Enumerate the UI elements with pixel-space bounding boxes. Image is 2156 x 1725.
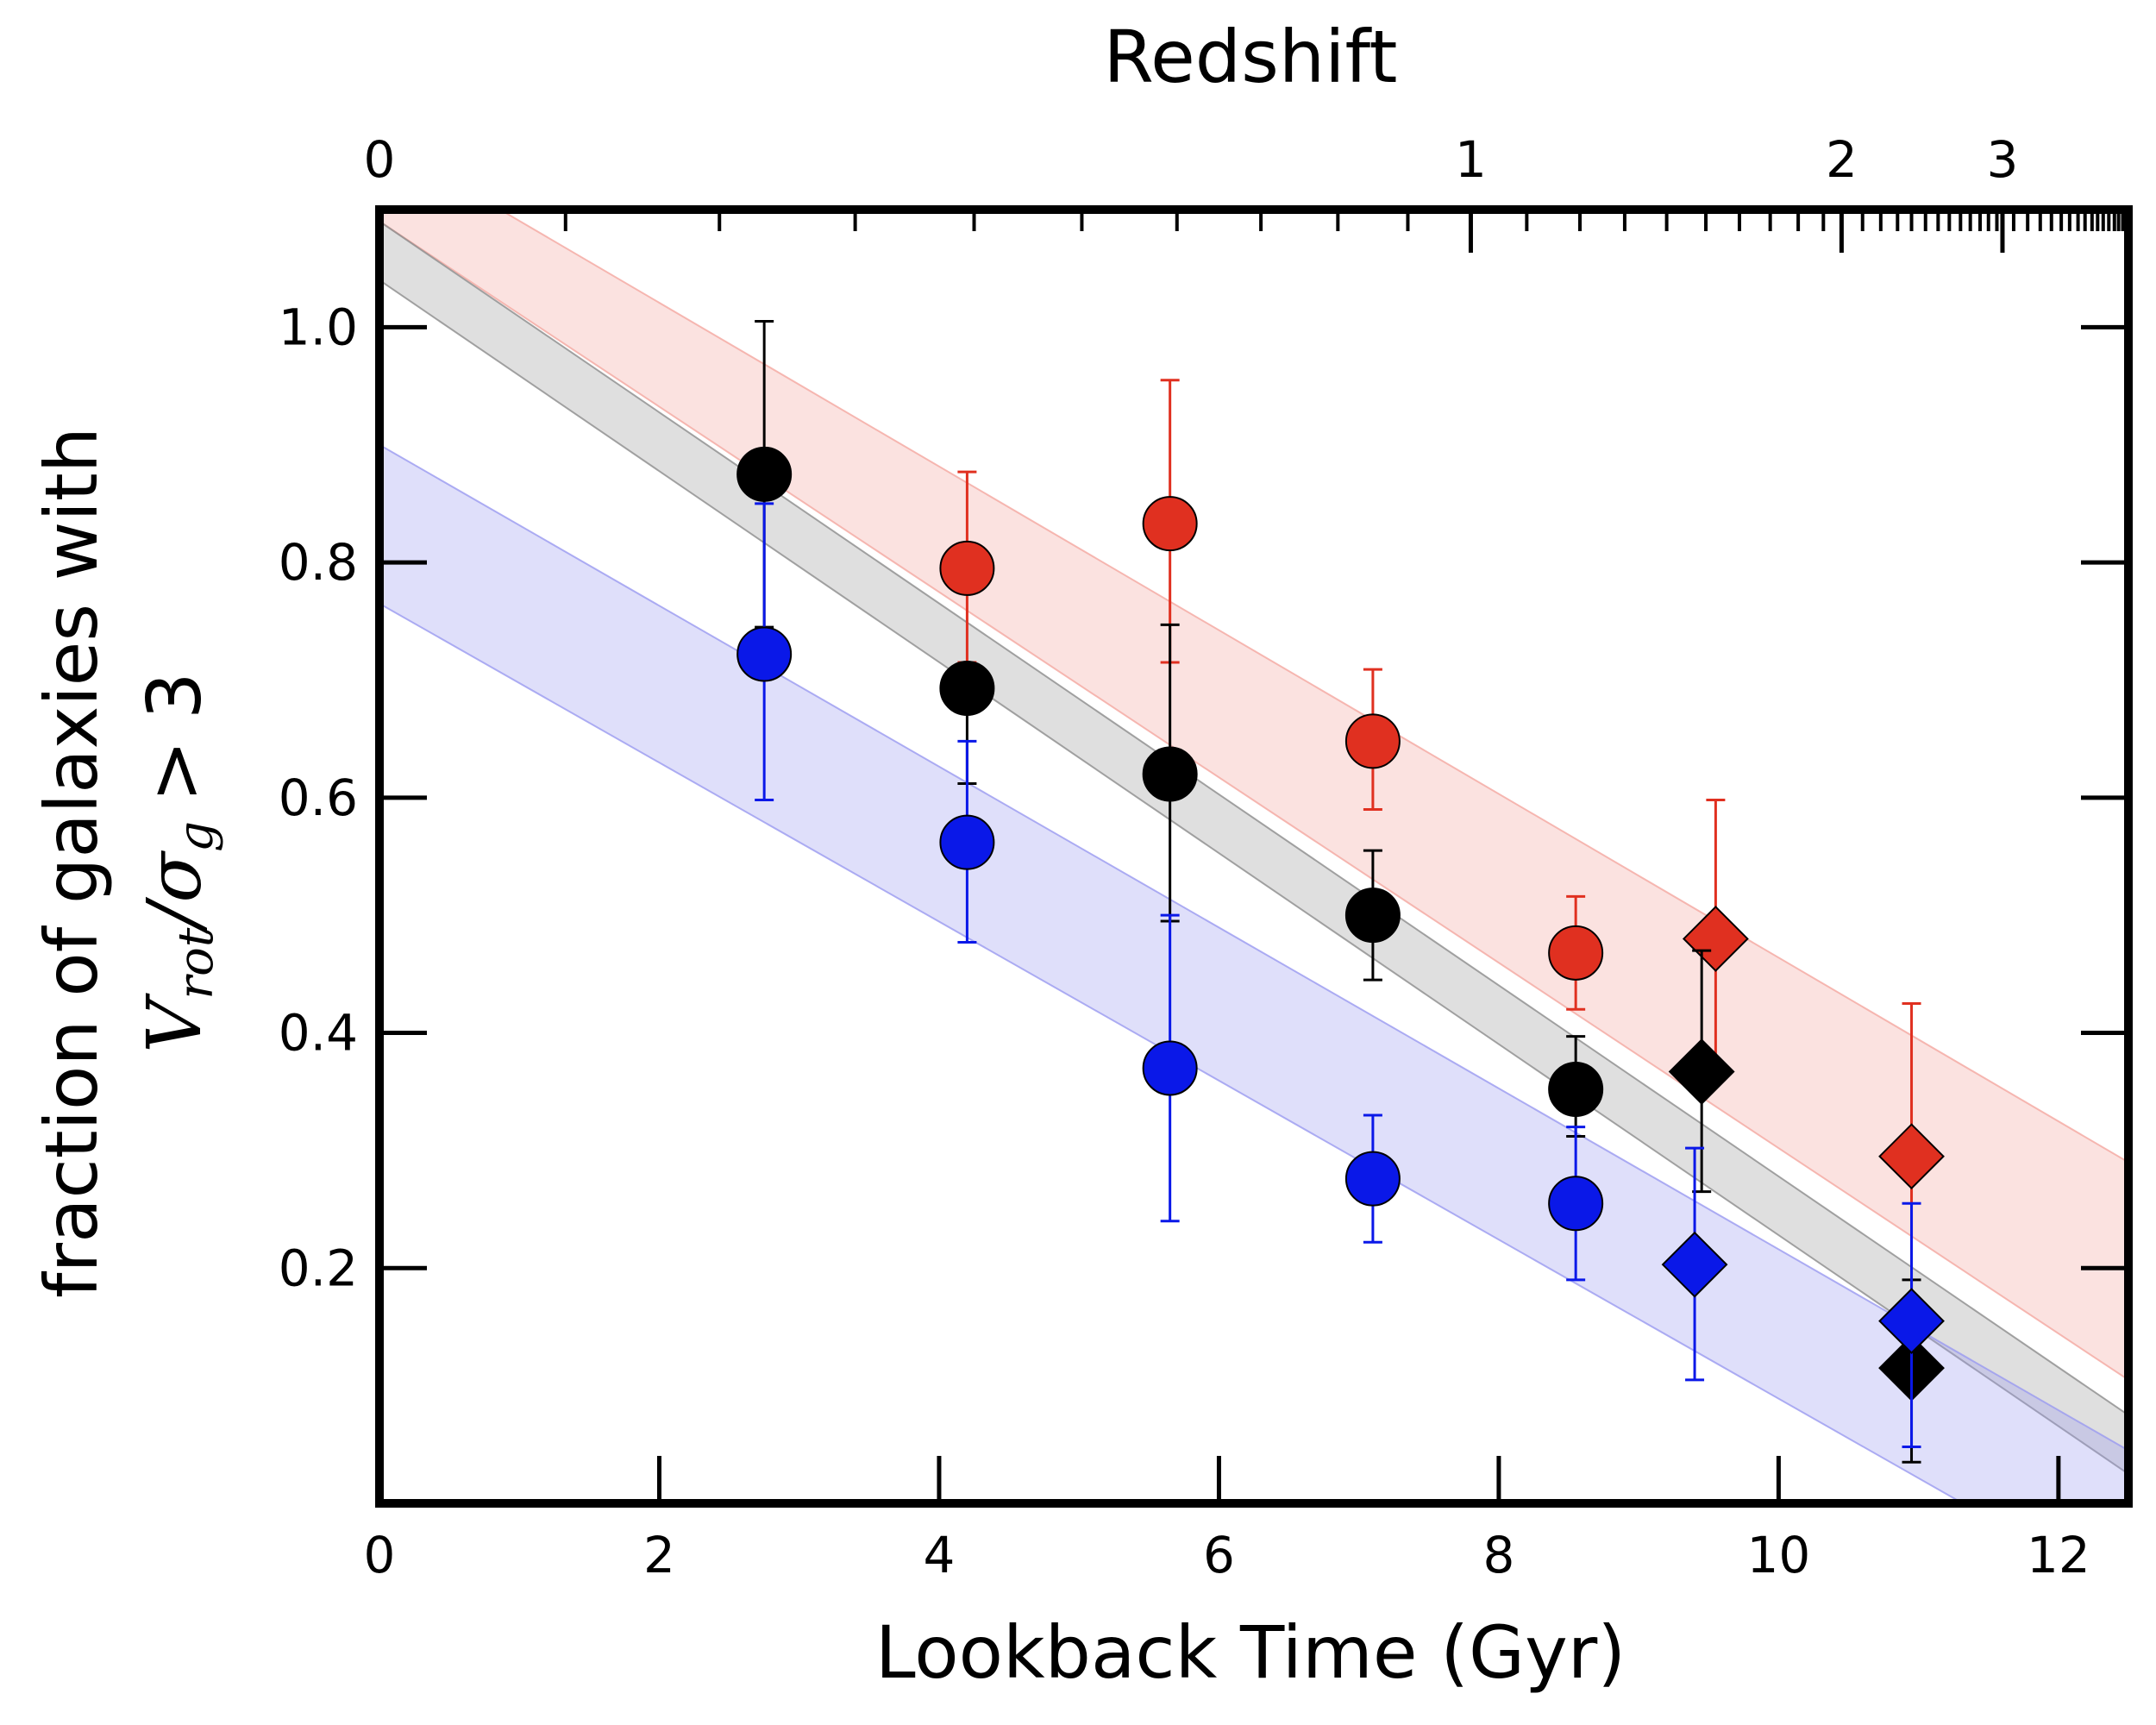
marker-circle	[1142, 1040, 1198, 1096]
marker-diamond	[1661, 1231, 1728, 1298]
redshift-tick-label: 0	[364, 130, 396, 189]
marker-circle	[939, 814, 995, 870]
marker-circle	[1548, 1062, 1604, 1117]
plot-frame	[375, 205, 2133, 1508]
data-points	[736, 320, 1945, 1464]
marker-circle	[1142, 496, 1198, 552]
y-tick-label: 1.0	[279, 298, 358, 356]
svg-text:Vrot/σg>3: Vrot/σg >3	[132, 672, 224, 1052]
marker-diamond	[1668, 1038, 1735, 1105]
y-axis-title-line1: fraction of galaxies with	[29, 427, 114, 1298]
x-tick-label: 2	[643, 1526, 675, 1584]
marker-circle	[1548, 925, 1604, 981]
marker-circle	[1344, 888, 1401, 944]
marker-diamond	[1878, 1288, 1945, 1355]
marker-circle	[736, 626, 793, 682]
marker-diamond	[1878, 1123, 1945, 1190]
y-math-v: V	[132, 993, 218, 1053]
blue-circle-point	[939, 739, 995, 944]
red-band	[379, 210, 2128, 1382]
marker-circle	[1344, 713, 1401, 769]
marker-circle	[736, 446, 793, 502]
x-axis-title: Lookback Time (Gyr)	[875, 1610, 1626, 1695]
redshift-tick-label: 2	[1826, 130, 1858, 189]
marker-circle	[1142, 746, 1198, 802]
y-tick-label: 0.6	[279, 768, 358, 827]
red-circle-point	[939, 470, 995, 664]
x-tick-label: 6	[1203, 1526, 1235, 1584]
marker-circle	[1344, 1151, 1401, 1207]
black-circle-point	[1344, 849, 1401, 982]
redshift-axis-title: Redshift	[1104, 15, 1398, 99]
blue-circle-point	[1142, 913, 1198, 1223]
marker-circle	[939, 540, 995, 596]
y-tick-label: 0.8	[279, 533, 358, 592]
y-math-gt: >	[132, 740, 218, 802]
x-tick-label: 10	[1746, 1526, 1810, 1584]
x-tick-label: 12	[2027, 1526, 2090, 1584]
blue-circle-point	[736, 502, 793, 802]
axis-ticks: 0 2 4 6 8 10 120.20.40.60.81.00 1 2 3	[279, 130, 2128, 1584]
blue-diamond-point	[1878, 1201, 1945, 1449]
marker-circle	[1548, 1176, 1604, 1232]
black-circle-point	[1548, 1035, 1604, 1138]
black-band	[379, 220, 2128, 1476]
y-math-rot: rot	[168, 927, 224, 999]
y-math-slash: /	[132, 897, 218, 934]
red-circle-point	[1548, 894, 1604, 1011]
blue-circle-point	[1344, 1113, 1401, 1244]
redshift-tick-label: 3	[1987, 130, 2019, 189]
x-tick-label: 0	[364, 1526, 396, 1584]
marker-circle	[939, 661, 995, 716]
blue-diamond-point	[1661, 1146, 1728, 1382]
blue-circle-point	[1548, 1126, 1604, 1282]
marker-diamond	[1682, 906, 1749, 972]
x-tick-label: 8	[1482, 1526, 1514, 1584]
plot-border	[375, 205, 2133, 1508]
y-tick-label: 0.4	[279, 1004, 358, 1063]
y-axis-title: fraction of galaxies with	[29, 427, 114, 1298]
red-circle-point	[1344, 668, 1401, 811]
y-axis-math-label: Vrot/σg >3	[132, 672, 224, 1052]
y-math-three: 3	[132, 672, 218, 719]
x-tick-label: 4	[924, 1526, 956, 1584]
y-tick-label: 0.2	[279, 1239, 358, 1297]
y-math-g: g	[168, 821, 224, 852]
redshift-tick-label: 1	[1455, 130, 1487, 189]
y-math-sigma: σ	[132, 850, 218, 903]
confidence-bands	[379, 210, 2128, 1503]
